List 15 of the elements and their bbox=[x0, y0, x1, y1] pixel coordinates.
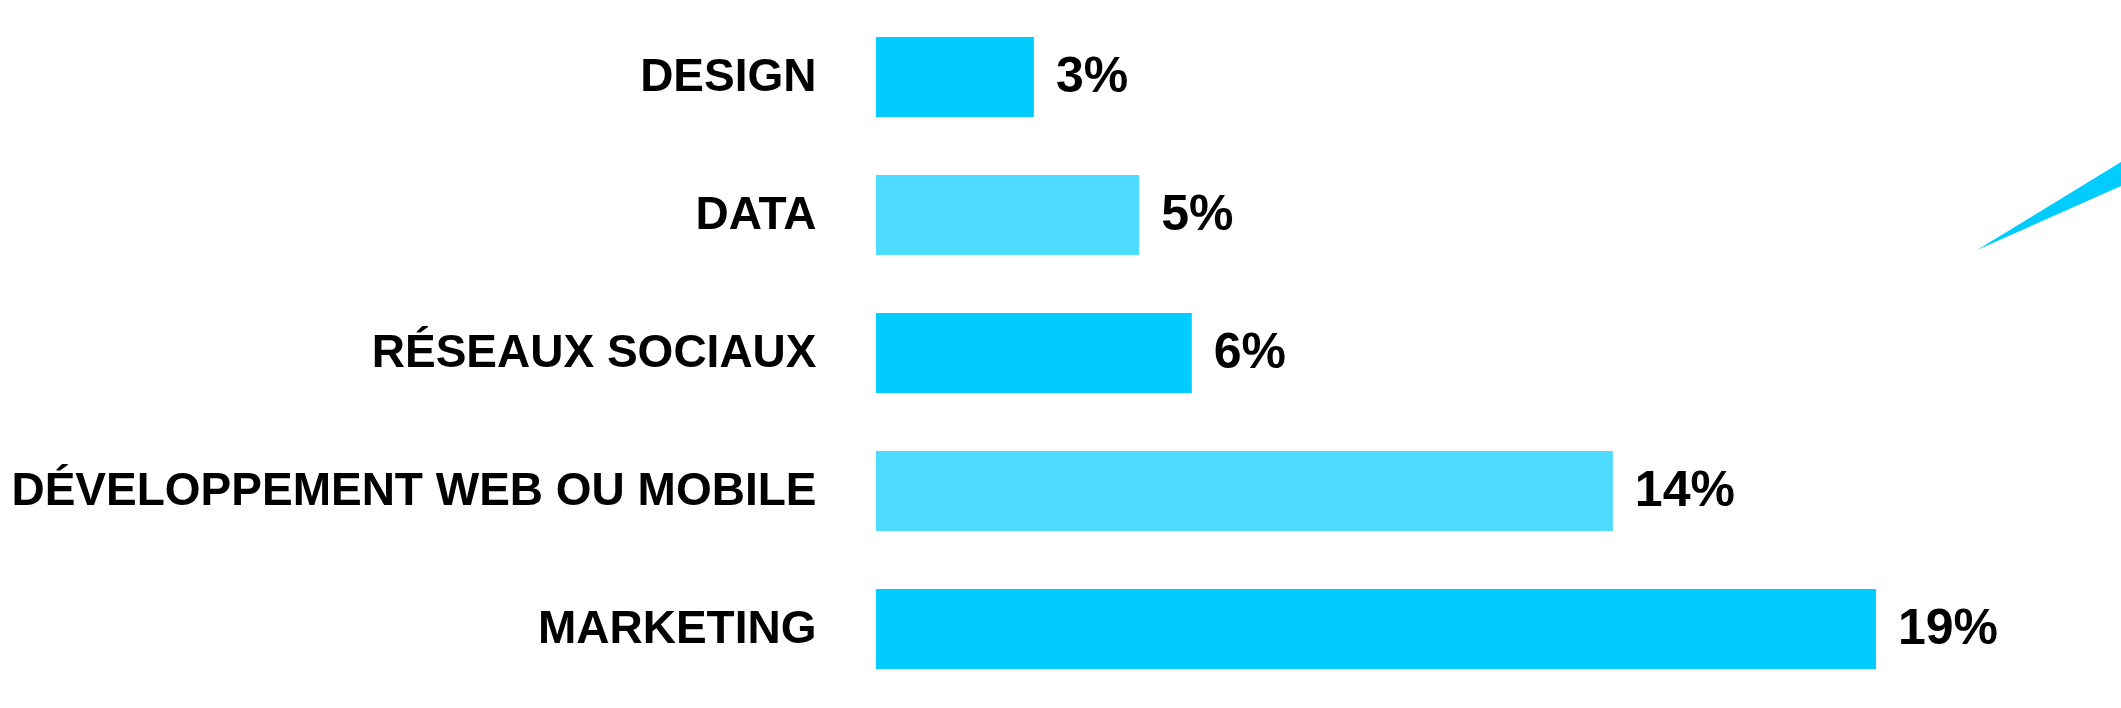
y-tick-label: DÉVELOPPEMENT WEB OU MOBILE bbox=[11, 463, 817, 515]
data-label: 19% bbox=[1898, 599, 1999, 655]
bar bbox=[876, 175, 1140, 255]
bar bbox=[876, 37, 1034, 117]
data-label: 6% bbox=[1213, 323, 1287, 379]
bar bbox=[876, 589, 1876, 669]
y-tick-label: RÉSEAUX SOCIAUX bbox=[371, 325, 817, 377]
bar bbox=[876, 451, 1613, 531]
data-label: 14% bbox=[1634, 461, 1735, 517]
data-label: 3% bbox=[1055, 47, 1129, 103]
y-tick-label: DESIGN bbox=[640, 49, 817, 101]
y-tick-label: MARKETING bbox=[537, 601, 817, 653]
data-label: 5% bbox=[1161, 185, 1234, 241]
bar bbox=[876, 313, 1192, 393]
y-tick-label: DATA bbox=[695, 187, 817, 239]
